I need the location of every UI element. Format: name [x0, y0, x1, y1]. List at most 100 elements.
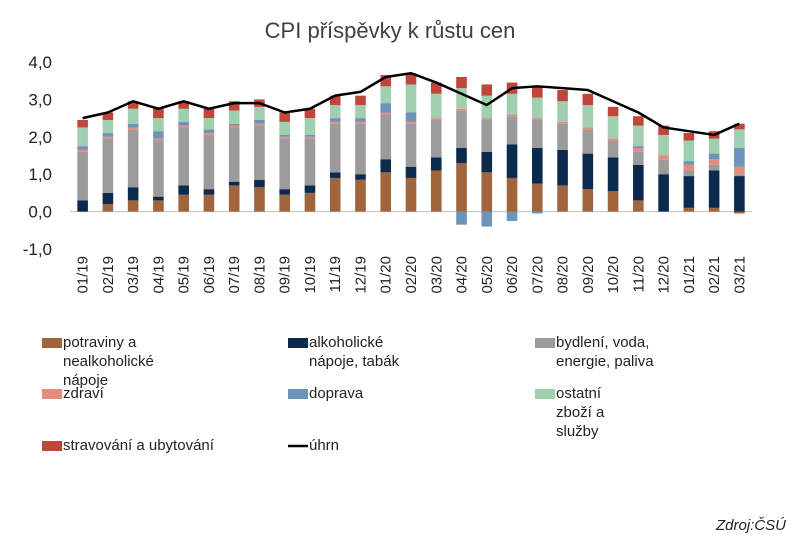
- bar-segment: [380, 103, 392, 113]
- bar-segment: [506, 211, 518, 221]
- bar-segment: [506, 144, 518, 178]
- bar-segment: [506, 177, 518, 212]
- bar-segment: [77, 127, 88, 147]
- x-tick-label: 12/19: [352, 256, 369, 294]
- bar-segment: [683, 170, 695, 177]
- bar-segment: [658, 155, 669, 160]
- bar-segment: [683, 207, 695, 212]
- bar-segment: [380, 112, 392, 115]
- bar-segment: [683, 133, 695, 141]
- bar-segment: [127, 187, 139, 201]
- bar-segment: [254, 123, 265, 126]
- x-tick-label: 01/19: [75, 256, 92, 294]
- x-tick-label: 12/20: [656, 256, 673, 294]
- legend-item: alkoholické nápoje, tabák: [288, 334, 400, 370]
- bar-segment: [102, 133, 114, 137]
- bar-segment: [734, 148, 745, 167]
- x-tick-label: 02/19: [100, 256, 117, 294]
- bar-segment: [228, 125, 240, 128]
- bar-layer: [77, 73, 745, 227]
- legend-item: úhrn: [288, 437, 339, 454]
- bar-segment: [279, 121, 291, 135]
- legend-swatch: [288, 338, 308, 348]
- bar-segment: [531, 97, 543, 119]
- legend-label: nápoje, tabák: [309, 353, 400, 370]
- bar-segment: [708, 207, 720, 212]
- bar-segment: [153, 200, 164, 212]
- bar-segment: [102, 112, 114, 120]
- legend-swatch: [535, 338, 555, 348]
- bar-segment: [734, 211, 745, 214]
- bar-segment: [633, 164, 644, 201]
- bar-segment: [557, 101, 568, 122]
- legend-label: zboží a: [556, 404, 605, 421]
- chart-title: CPI příspěvky k růstu cen: [265, 18, 516, 43]
- bar-segment: [658, 134, 669, 156]
- bar-segment: [456, 76, 467, 89]
- bar-segment: [203, 134, 215, 190]
- x-tick-label: 05/20: [479, 256, 496, 294]
- bar-segment: [582, 153, 594, 190]
- legend-label: nápoje: [63, 372, 108, 389]
- x-tick-label: 10/20: [605, 256, 622, 294]
- bar-segment: [531, 148, 543, 184]
- bar-segment: [153, 196, 164, 201]
- bar-segment: [607, 106, 619, 117]
- bar-segment: [355, 121, 366, 124]
- bar-segment: [734, 176, 745, 212]
- bar-segment: [557, 123, 568, 150]
- x-tick-label: 11/19: [327, 256, 344, 292]
- bar-segment: [683, 161, 695, 165]
- bar-segment: [456, 88, 467, 109]
- bar-segment: [228, 181, 240, 186]
- x-tick-label: 10/19: [302, 256, 319, 294]
- bar-segment: [279, 194, 291, 212]
- bar-segment: [582, 129, 594, 154]
- bar-segment: [329, 123, 341, 173]
- x-tick-label: 05/19: [176, 256, 193, 294]
- legend-label: ostatní: [556, 385, 602, 402]
- bar-segment: [506, 93, 518, 115]
- bar-segment: [127, 129, 139, 188]
- legend-item: zdraví: [42, 385, 105, 402]
- bar-segment: [279, 112, 291, 122]
- bar-segment: [734, 166, 745, 175]
- bar-segment: [481, 172, 493, 212]
- bar-segment: [430, 82, 442, 94]
- bar-segment: [658, 174, 669, 212]
- legend-label: úhrn: [309, 437, 339, 454]
- legend-label: energie, paliva: [556, 353, 654, 370]
- x-tick-label: 01/21: [681, 256, 698, 294]
- bar-segment: [633, 146, 644, 149]
- bar-segment: [254, 179, 265, 188]
- bar-segment: [355, 95, 366, 106]
- bar-segment: [153, 140, 164, 197]
- x-tick-label: 08/19: [251, 256, 268, 294]
- bar-segment: [203, 108, 215, 119]
- bar-segment: [304, 138, 316, 186]
- bar-segment: [304, 108, 316, 119]
- legend-swatch: [288, 389, 308, 399]
- bar-segment: [380, 75, 392, 87]
- bar-segment: [203, 189, 215, 195]
- bar-segment: [557, 185, 568, 212]
- bar-segment: [355, 123, 366, 175]
- bar-segment: [77, 151, 88, 201]
- y-tick-label: 2,0: [28, 128, 52, 147]
- bar-segment: [254, 119, 265, 124]
- bar-segment: [380, 159, 392, 173]
- bar-segment: [582, 127, 594, 130]
- bar-segment: [355, 105, 366, 119]
- legend-item: bydlení, voda, energie, paliva: [535, 334, 654, 370]
- bar-segment: [481, 211, 493, 227]
- bar-segment: [405, 84, 417, 113]
- bar-segment: [683, 176, 695, 208]
- bar-segment: [658, 159, 669, 175]
- bar-segment: [329, 172, 341, 178]
- bar-segment: [102, 119, 114, 134]
- bar-segment: [456, 110, 467, 149]
- bar-segment: [607, 157, 619, 192]
- bar-segment: [203, 118, 215, 130]
- bar-segment: [254, 106, 265, 120]
